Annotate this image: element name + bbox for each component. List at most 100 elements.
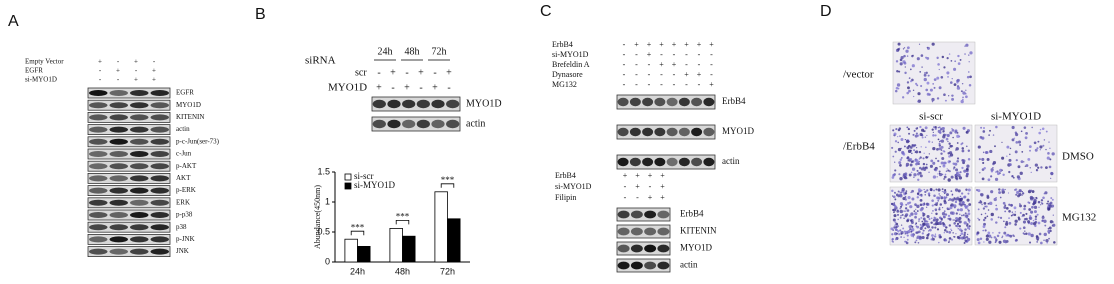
cell-stain — [950, 144, 954, 148]
cell-stain — [915, 204, 917, 207]
cell-stain — [982, 151, 985, 154]
cell-stain — [946, 230, 949, 233]
cell-stain — [896, 213, 900, 216]
cell-stain — [1027, 201, 1030, 204]
cell-stain — [968, 203, 972, 206]
cell-stain — [947, 178, 951, 182]
cell-stain — [929, 88, 933, 92]
blot-band — [691, 97, 703, 107]
cell-stain — [931, 212, 933, 214]
cell-stain — [937, 173, 939, 175]
cell-stain — [900, 55, 904, 60]
cell-stain — [907, 86, 910, 90]
blot-label: MYO1D — [466, 98, 502, 109]
condition-sign: - — [698, 50, 701, 59]
cell-stain — [905, 203, 908, 206]
cell-stain — [923, 167, 927, 171]
cell-stain — [949, 131, 953, 135]
legend-swatch — [344, 173, 352, 181]
cell-stain — [921, 66, 923, 68]
cell-stain — [899, 176, 903, 181]
cell-stain — [990, 212, 994, 217]
cell-stain — [893, 132, 897, 136]
cell-stain — [922, 157, 925, 160]
cell-stain — [917, 101, 919, 103]
blot-band — [617, 244, 630, 253]
cell-stain — [910, 233, 914, 237]
cell-stain — [912, 89, 915, 92]
cell-stain — [955, 216, 959, 220]
blot-band — [402, 99, 416, 109]
condition-sign: - — [660, 80, 663, 89]
blot-strip — [87, 87, 171, 99]
cell-stain — [1008, 203, 1011, 206]
condition-sign: + — [635, 182, 640, 191]
cell-stain — [951, 219, 953, 221]
bar — [402, 235, 416, 263]
cell-stain — [981, 177, 985, 181]
blot-band — [130, 212, 149, 218]
cell-stain — [915, 82, 918, 85]
cell-stain — [942, 131, 944, 133]
blot-band — [89, 114, 108, 121]
cell-stain — [1008, 158, 1012, 162]
cell-stain — [943, 228, 947, 232]
condition-sign: - — [623, 40, 626, 49]
cell-stain — [917, 178, 920, 181]
cell-stain — [943, 66, 946, 69]
cell-stain — [1049, 158, 1052, 161]
cell-stain — [1030, 189, 1033, 192]
cell-stain — [932, 210, 934, 212]
cell-stain — [1050, 177, 1052, 180]
blot-band — [630, 261, 643, 270]
condition-sign: + — [446, 67, 452, 78]
condition-sign: - — [635, 50, 638, 59]
cell-stain — [984, 216, 987, 219]
blot-strip — [87, 197, 171, 209]
cell-stain — [950, 175, 954, 179]
cell-stain — [1034, 215, 1038, 218]
cell-stain — [982, 127, 986, 130]
cell-stain — [910, 221, 914, 224]
cell-stain — [1015, 141, 1019, 144]
condition-sign: - — [624, 193, 627, 202]
cell-stain — [910, 224, 912, 227]
cell-stain — [938, 144, 942, 147]
cell-stain — [987, 231, 991, 235]
cell-stain — [968, 61, 970, 63]
treatment-label: siRNA — [305, 55, 336, 67]
cell-stain — [1035, 196, 1038, 199]
cell-stain — [1006, 155, 1008, 157]
blot-band — [150, 126, 169, 133]
cell-stain — [981, 157, 985, 161]
blot-strip — [87, 160, 171, 172]
cell-stain — [1029, 189, 1031, 191]
cell-stain — [903, 61, 907, 65]
blot-band — [691, 157, 703, 167]
cell-stain — [1021, 194, 1023, 196]
condition-sign: - — [117, 58, 120, 66]
cell-stain — [1027, 157, 1031, 161]
blot-band — [642, 97, 654, 107]
cell-stain — [1008, 221, 1012, 225]
cell-stain — [981, 137, 984, 140]
blot-label: AKT — [176, 174, 191, 182]
condition-label: Filipin — [555, 193, 576, 202]
cell-stain — [938, 208, 941, 211]
cell-stain — [906, 91, 910, 95]
cell-stain — [932, 175, 937, 179]
cell-stain — [1004, 226, 1007, 229]
significance-label: *** — [351, 222, 365, 232]
blot-label: ERK — [176, 198, 190, 206]
cell-stain — [953, 198, 956, 201]
cell-stain — [903, 145, 906, 148]
cell-stain — [1005, 234, 1008, 237]
cell-stain — [942, 222, 945, 226]
cell-stain — [918, 218, 921, 221]
cell-stain — [925, 236, 929, 240]
cell-stain — [924, 126, 928, 130]
cell-stain — [918, 158, 921, 160]
cell-stain — [992, 232, 994, 234]
cell-stain — [937, 138, 940, 141]
cell-stain — [982, 161, 985, 165]
